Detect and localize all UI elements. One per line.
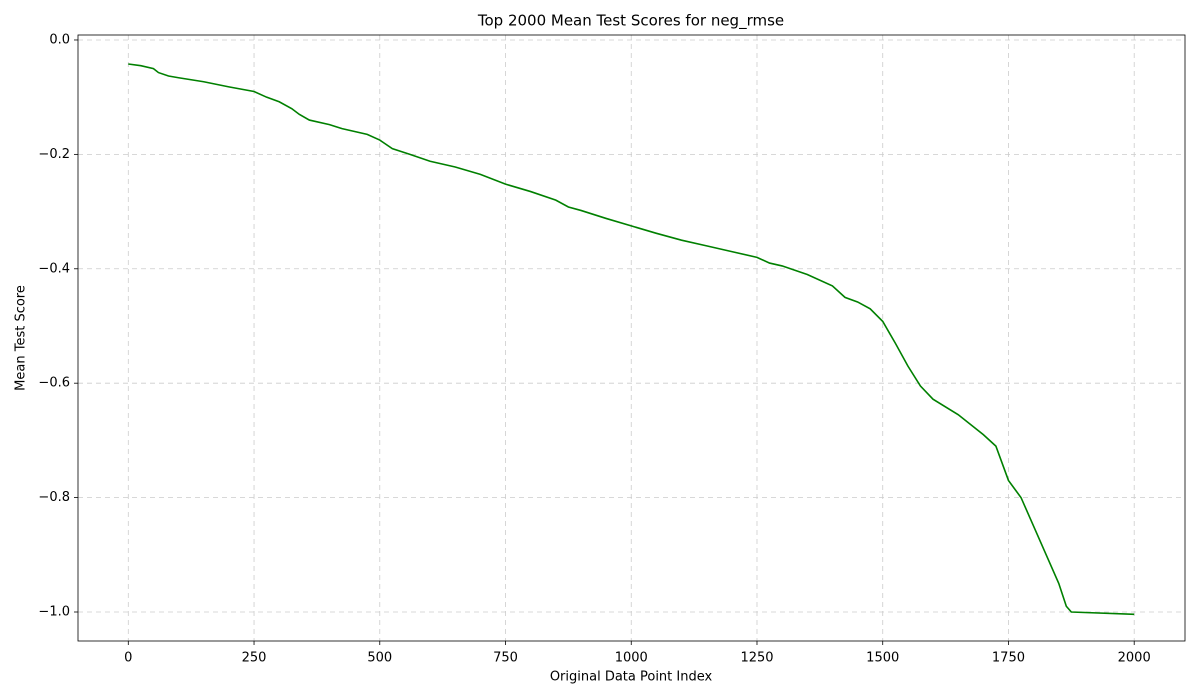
- y-tick-label: −0.4: [38, 261, 70, 276]
- x-tick-label: 0: [124, 651, 132, 666]
- x-tick-label: 1750: [992, 651, 1025, 666]
- x-tick-label: 1250: [740, 651, 773, 666]
- y-tick-label: −0.8: [38, 490, 70, 505]
- x-axis-label: Original Data Point Index: [550, 670, 713, 685]
- x-tick-label: 1000: [615, 651, 648, 666]
- x-tick-label: 750: [493, 651, 518, 666]
- y-tick-label: −1.0: [38, 604, 70, 619]
- x-tick-label: 2000: [1118, 651, 1151, 666]
- data-line: [128, 63, 1135, 616]
- y-tick-label: −0.6: [38, 376, 70, 391]
- y-tick-label: 0.0: [49, 32, 70, 47]
- chart-title: Top 2000 Mean Test Scores for neg_rmse: [477, 12, 784, 31]
- x-tick-label: 250: [242, 651, 267, 666]
- y-tick-label: −0.2: [38, 147, 70, 162]
- y-axis-label: Mean Test Score: [14, 285, 29, 391]
- x-tick-label: 500: [367, 651, 392, 666]
- plot-frame: [77, 34, 1186, 642]
- x-tick-label: 1500: [866, 651, 899, 666]
